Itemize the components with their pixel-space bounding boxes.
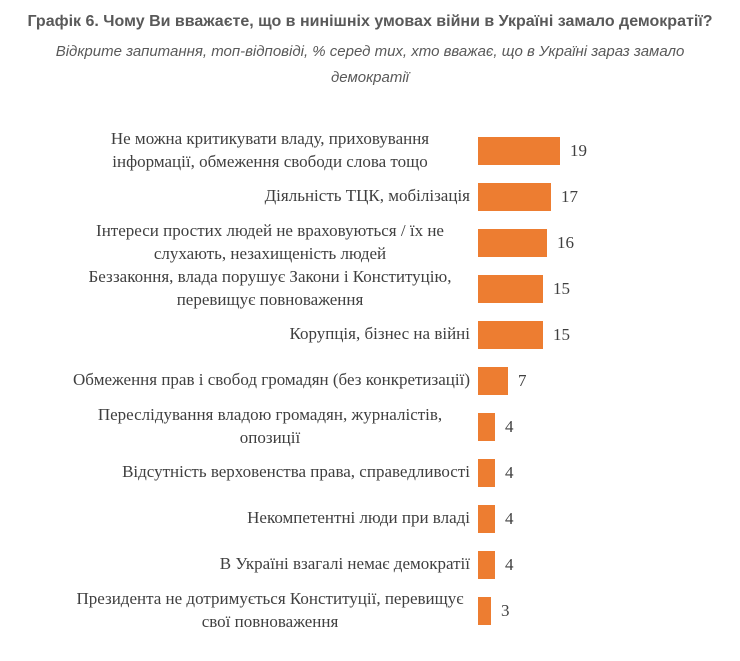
bar-row: В Україні взагалі немає демократії 4: [0, 542, 740, 588]
value-label: 19: [570, 140, 587, 160]
bar: [478, 504, 495, 533]
category-label-text: Діяльність ТЦК, мобілізація: [264, 186, 470, 206]
bar-row: Беззаконня, влада порушує Закони і Конст…: [0, 266, 740, 312]
chart-title: Графік 6. Чому Ви вважаєте, що в нинішні…: [27, 13, 713, 30]
bar: [478, 274, 543, 303]
bar: [478, 550, 495, 579]
bar-chart: Не можна критикувати владу, приховування…: [0, 128, 740, 634]
category-label-text: Переслідування владою громадян, журналіс…: [97, 405, 443, 447]
category-label-text: Обмеження прав і свобод громадян (без ко…: [72, 370, 470, 390]
bar-row: Відсутність верховенства права, справедл…: [0, 450, 740, 496]
bar-row: Переслідування владою громадян, журналіс…: [0, 404, 740, 450]
bar-row: Некомпетентні люди при владі 4: [0, 496, 740, 542]
category-label-text: В Україні взагалі немає демократії: [219, 554, 470, 574]
bar-row: Не можна критикувати владу, приховування…: [0, 128, 740, 174]
category-label: Беззаконня, влада порушує Закони і Конст…: [46, 266, 470, 310]
bar-row: Інтереси простих людей не враховуються /…: [0, 220, 740, 266]
value-label: 4: [505, 416, 514, 436]
category-label: Відсутність верховенства права, справедл…: [46, 461, 470, 483]
bar: [478, 412, 495, 441]
chart-subtitle: Відкрите запитання, топ-відповіді, % сер…: [55, 43, 685, 87]
value-label: 15: [553, 278, 570, 298]
value-label: 7: [518, 370, 527, 390]
category-label-text: Не можна критикувати владу, приховування…: [110, 129, 430, 171]
value-label: 4: [505, 554, 514, 574]
category-label: Не можна критикувати владу, приховування…: [46, 128, 470, 172]
bar: [478, 182, 551, 211]
bar: [478, 320, 543, 349]
bar-row: Обмеження прав і свобод громадян (без ко…: [0, 358, 740, 404]
bar-row: Діяльність ТЦК, мобілізація 17: [0, 174, 740, 220]
bar: [478, 596, 491, 625]
category-label-text: Президента не дотримується Конституції, …: [76, 589, 464, 631]
bar-row: Президента не дотримується Конституції, …: [0, 588, 740, 634]
bar: [478, 228, 547, 257]
bar-row: Корупція, бізнес на війні 15: [0, 312, 740, 358]
value-label: 15: [553, 324, 570, 344]
value-label: 16: [557, 232, 574, 252]
category-label-text: Некомпетентні люди при владі: [247, 508, 470, 528]
category-label-text: Інтереси простих людей не враховуються /…: [96, 221, 444, 263]
category-label: Президента не дотримується Конституції, …: [46, 588, 470, 632]
category-label: Корупція, бізнес на війні: [46, 323, 470, 345]
bar: [478, 136, 560, 165]
category-label: Некомпетентні люди при владі: [46, 507, 470, 529]
value-label: 3: [501, 600, 510, 620]
category-label-text: Корупція, бізнес на війні: [289, 324, 470, 344]
category-label: Інтереси простих людей не враховуються /…: [46, 220, 470, 264]
bar: [478, 458, 495, 487]
value-label: 4: [505, 462, 514, 482]
category-label: Діяльність ТЦК, мобілізація: [46, 185, 470, 207]
value-label: 4: [505, 508, 514, 528]
bar: [478, 366, 508, 395]
category-label: Обмеження прав і свобод громадян (без ко…: [46, 369, 470, 391]
value-label: 17: [561, 186, 578, 206]
category-label-text: Беззаконня, влада порушує Закони і Конст…: [88, 267, 452, 309]
category-label: В Україні взагалі немає демократії: [46, 553, 470, 575]
category-label: Переслідування владою громадян, журналіс…: [46, 404, 470, 448]
category-label-text: Відсутність верховенства права, справедл…: [122, 462, 470, 482]
